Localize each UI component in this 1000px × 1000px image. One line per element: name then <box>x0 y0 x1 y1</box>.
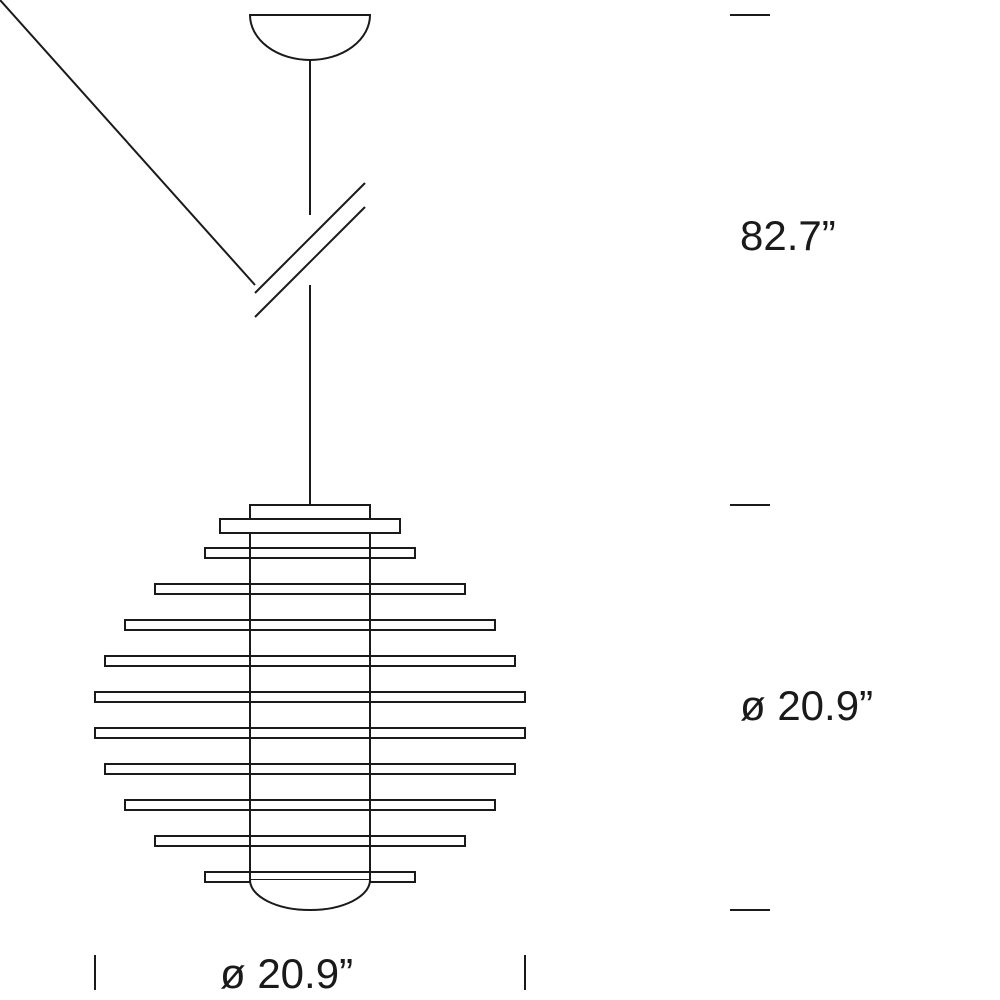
label-cable-height: 82.7” <box>740 212 836 259</box>
cap-inner <box>250 505 370 519</box>
cylinder <box>250 533 370 880</box>
canopy <box>250 15 370 60</box>
bottom-dome <box>250 880 370 910</box>
label-shade-width: ø 20.9” <box>220 950 353 997</box>
cap-outer <box>220 519 400 533</box>
label-shade-height: ø 20.9” <box>740 682 873 729</box>
